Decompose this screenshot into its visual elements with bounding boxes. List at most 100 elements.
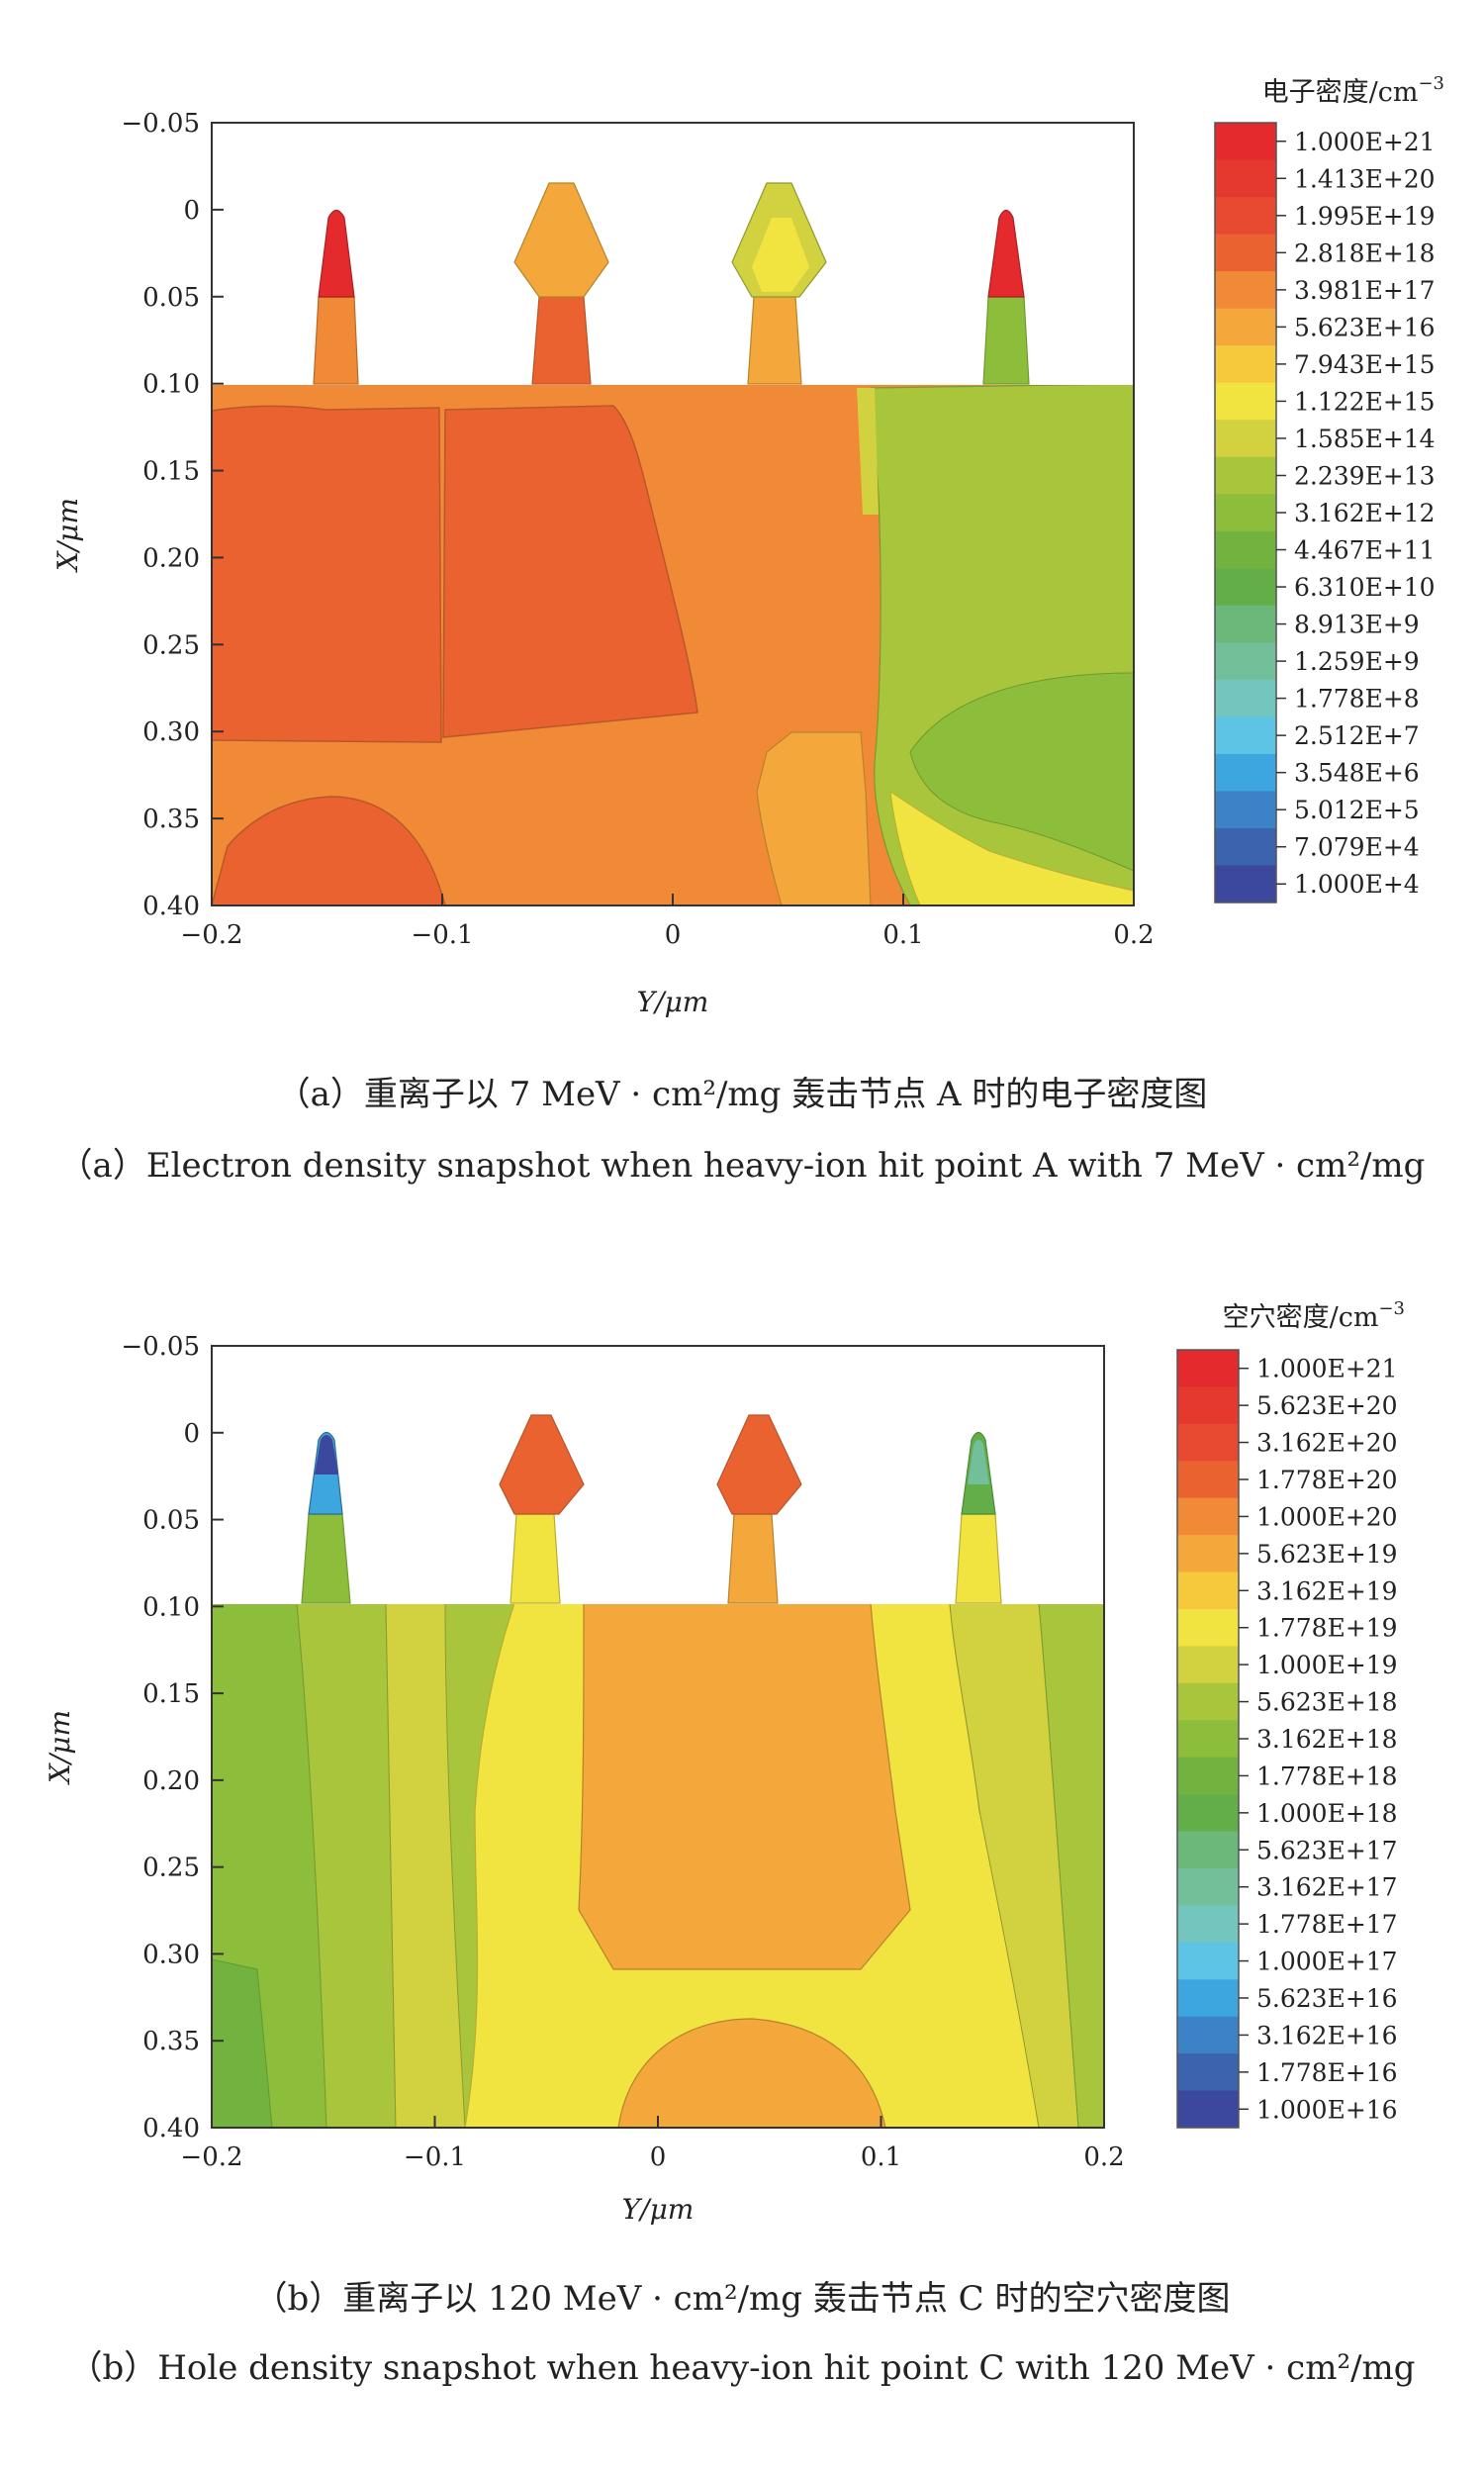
x-tick-label: −0.1 xyxy=(411,920,473,950)
legend-swatch xyxy=(1215,605,1276,643)
y-tick-label: 0 xyxy=(183,1419,200,1449)
legend-label: 3.162E+12 xyxy=(1294,499,1436,527)
legend-swatch xyxy=(1177,2053,1239,2092)
legend-swatch xyxy=(1215,753,1276,792)
legend-swatch xyxy=(1177,1535,1239,1573)
legend-label: 1.000E+17 xyxy=(1256,1948,1398,1976)
legend-label: 5.623E+18 xyxy=(1256,1688,1398,1717)
y-tick-label: 0.15 xyxy=(142,1679,200,1709)
y-axis-title: X/μm xyxy=(51,498,84,573)
legend-label: 1.000E+21 xyxy=(1294,128,1436,156)
y-tick-label: 0.35 xyxy=(142,2027,200,2056)
legend-swatch xyxy=(1177,1461,1239,1499)
legend-label: 3.162E+20 xyxy=(1256,1429,1398,1458)
legend-swatch xyxy=(1177,1350,1239,1387)
legend-label: 1.585E+14 xyxy=(1294,425,1436,453)
x-tick-label: 0.2 xyxy=(1083,2142,1124,2172)
legend-swatch xyxy=(1177,1682,1239,1721)
legend-label: 2.239E+13 xyxy=(1294,461,1436,490)
legend-swatch xyxy=(1215,345,1276,384)
x-tick-label: 0.1 xyxy=(882,920,923,950)
panel-electron-density: −0.05 0 0.05 0.10 0.15 0.20 0.25 0.30 0.35 0.40 −… xyxy=(0,0,1484,1217)
legend-swatch xyxy=(1177,1423,1239,1462)
y-tick-label: 0.25 xyxy=(142,630,200,660)
legend-swatch xyxy=(1177,1646,1239,1684)
legend-title: 空穴密度/cm−3 xyxy=(1223,1298,1405,1333)
legend-swatch xyxy=(1215,642,1276,681)
legend-label: 1.000E+19 xyxy=(1256,1651,1398,1679)
legend-swatch xyxy=(1177,1979,1239,2018)
legend-label: 3.981E+17 xyxy=(1294,276,1436,305)
x-tick-label: −0.2 xyxy=(180,920,242,950)
y-axis-title: X/μm xyxy=(44,1710,76,1785)
y-tick-label: 0.20 xyxy=(142,543,200,573)
y-tick-label: −0.05 xyxy=(121,1332,200,1362)
legend-swatch xyxy=(1177,2090,1239,2129)
legend-label: 1.778E+18 xyxy=(1256,1761,1398,1790)
legend-swatch xyxy=(1215,197,1276,236)
panel-hole-density: −0.05 0 0.05 0.10 0.15 0.20 0.25 0.30 0.35 0.40 −… xyxy=(0,1217,1484,2474)
legend-label: 5.623E+20 xyxy=(1256,1391,1398,1420)
legend-label: 1.122E+15 xyxy=(1294,387,1436,416)
x-tick-label: 0 xyxy=(665,920,682,950)
legend-label: 5.623E+19 xyxy=(1256,1540,1398,1569)
x-tick-label: −0.2 xyxy=(180,2142,242,2172)
legend-swatch xyxy=(1215,494,1276,532)
legend-swatch xyxy=(1177,1386,1239,1425)
y-tick-label: 0 xyxy=(183,196,200,226)
legend-swatch xyxy=(1215,679,1276,717)
y-tick-label: 0.05 xyxy=(142,283,200,313)
legend-swatch xyxy=(1215,530,1276,569)
legend-swatch xyxy=(1177,1905,1239,1944)
electron-density-contour xyxy=(212,123,1134,905)
x-tick-label: 0.2 xyxy=(1113,920,1154,950)
legend-label: 5.623E+17 xyxy=(1256,1836,1398,1864)
legend-label: 1.778E+17 xyxy=(1256,1910,1398,1939)
legend-title: 电子密度/cm−3 xyxy=(1262,73,1444,108)
legend-swatch xyxy=(1177,1720,1239,1759)
legend-label: 3.162E+16 xyxy=(1256,2021,1398,2049)
caption-cn: （b）重离子以 120 MeV · cm²/mg 轰击节点 C 时的空穴密度图 xyxy=(253,2279,1231,2319)
legend-label: 3.162E+18 xyxy=(1256,1725,1398,1754)
x-axis-title: Y/μm xyxy=(622,2193,695,2226)
legend-swatch xyxy=(1177,2016,1239,2054)
legend-label: 1.000E+21 xyxy=(1256,1355,1398,1383)
hole-density-contour xyxy=(212,1346,1104,2128)
y-tick-label: 0.15 xyxy=(142,457,200,487)
legend-swatch xyxy=(1215,271,1276,310)
legend-swatch xyxy=(1215,568,1276,607)
legend-label: 2.818E+18 xyxy=(1294,238,1436,267)
legend-label: 1.778E+8 xyxy=(1294,685,1420,714)
legend-label: 1.000E+4 xyxy=(1294,870,1420,899)
legend-label: 1.778E+20 xyxy=(1256,1466,1398,1494)
y-tick-label: 0.30 xyxy=(142,717,200,747)
x-tick-label: 0.1 xyxy=(861,2142,901,2172)
legend-label: 7.079E+4 xyxy=(1294,833,1420,862)
legend-swatch xyxy=(1215,420,1276,458)
legend-swatch xyxy=(1215,456,1276,495)
legend-label: 1.000E+16 xyxy=(1256,2095,1398,2124)
y-tick-label: 0.35 xyxy=(142,805,200,834)
y-tick-label: 0.40 xyxy=(142,2114,200,2143)
legend-label: 5.623E+16 xyxy=(1294,313,1436,341)
legend-label: 4.467E+11 xyxy=(1294,536,1436,565)
legend-swatch xyxy=(1177,1497,1239,1536)
legend-swatch xyxy=(1177,1757,1239,1795)
legend-swatch xyxy=(1215,791,1276,829)
legend-label: 1.000E+18 xyxy=(1256,1799,1398,1828)
y-tick-label: 0.10 xyxy=(142,370,200,400)
legend-swatch xyxy=(1177,1571,1239,1610)
x-tick-label: 0 xyxy=(650,2142,667,2172)
legend-label: 1.778E+19 xyxy=(1256,1614,1398,1643)
legend-swatch xyxy=(1177,1794,1239,1833)
legend-label: 3.548E+6 xyxy=(1294,759,1420,788)
y-tick-label: 0.30 xyxy=(142,1940,200,1969)
y-tick-label: 0.20 xyxy=(142,1766,200,1796)
caption-cn: （a）重离子以 7 MeV · cm²/mg 轰击节点 A 时的电子密度图 xyxy=(276,1075,1208,1114)
legend-swatch xyxy=(1215,827,1276,866)
legend-label: 5.012E+5 xyxy=(1294,796,1420,824)
legend-swatch xyxy=(1215,308,1276,346)
y-tick-label: 0.25 xyxy=(142,1854,200,1883)
legend-swatch xyxy=(1177,1609,1239,1647)
